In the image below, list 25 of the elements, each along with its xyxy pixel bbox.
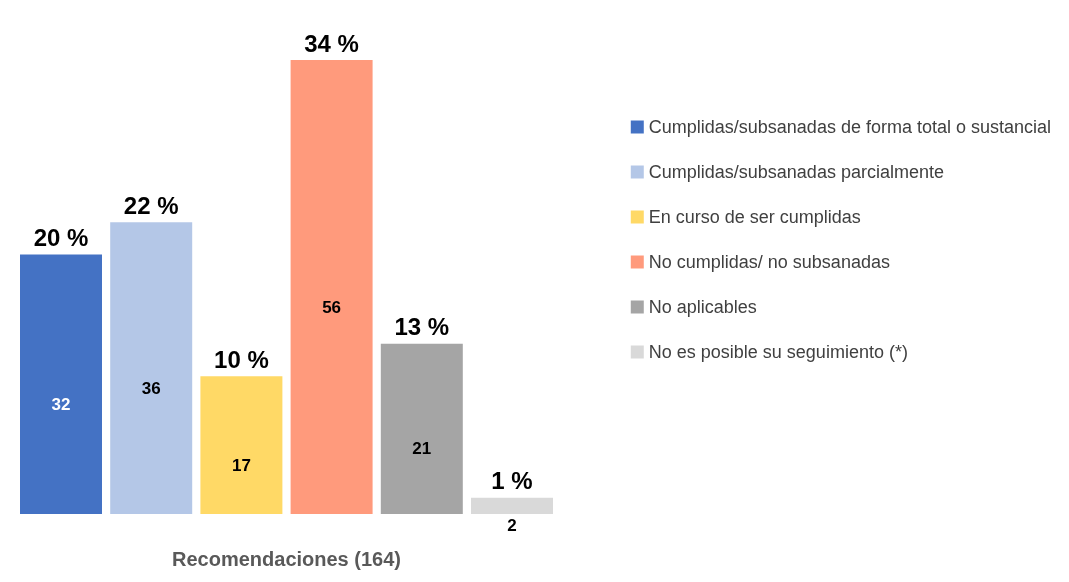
x-axis-title: Recomendaciones (164) bbox=[172, 548, 401, 570]
legend-label: Cumplidas/subsanadas parcialmente bbox=[648, 162, 944, 182]
annotation: 1 % bbox=[491, 467, 533, 495]
data-label: 36 bbox=[141, 378, 161, 398]
bar bbox=[200, 376, 283, 514]
legend-label: No cumplidas/ no subsanadas bbox=[648, 252, 890, 272]
legend-label: En curso de ser cumplidas bbox=[648, 207, 861, 227]
data-label: 17 bbox=[231, 455, 251, 475]
legend-label: No aplicables bbox=[648, 297, 757, 317]
annotation: 10 % bbox=[214, 345, 269, 373]
annotation: 22 % bbox=[123, 191, 179, 219]
bar bbox=[380, 343, 463, 514]
annotation: 20 % bbox=[33, 224, 89, 252]
bar bbox=[20, 254, 102, 514]
data-label: 21 bbox=[412, 439, 432, 459]
bar bbox=[290, 60, 373, 514]
data-label: 32 bbox=[51, 394, 71, 414]
data-label: 2 bbox=[507, 516, 517, 536]
bar bbox=[110, 222, 193, 514]
annotation: 13 % bbox=[394, 313, 450, 341]
legend-label: No es posible su seguimiento (*) bbox=[648, 342, 908, 362]
bar bbox=[471, 497, 553, 514]
legend-label: Cumplidas/subsanadas de forma total o sustancial bbox=[648, 117, 1052, 137]
data-label: 56 bbox=[322, 297, 342, 317]
text: 34 % bbox=[304, 29, 359, 57]
